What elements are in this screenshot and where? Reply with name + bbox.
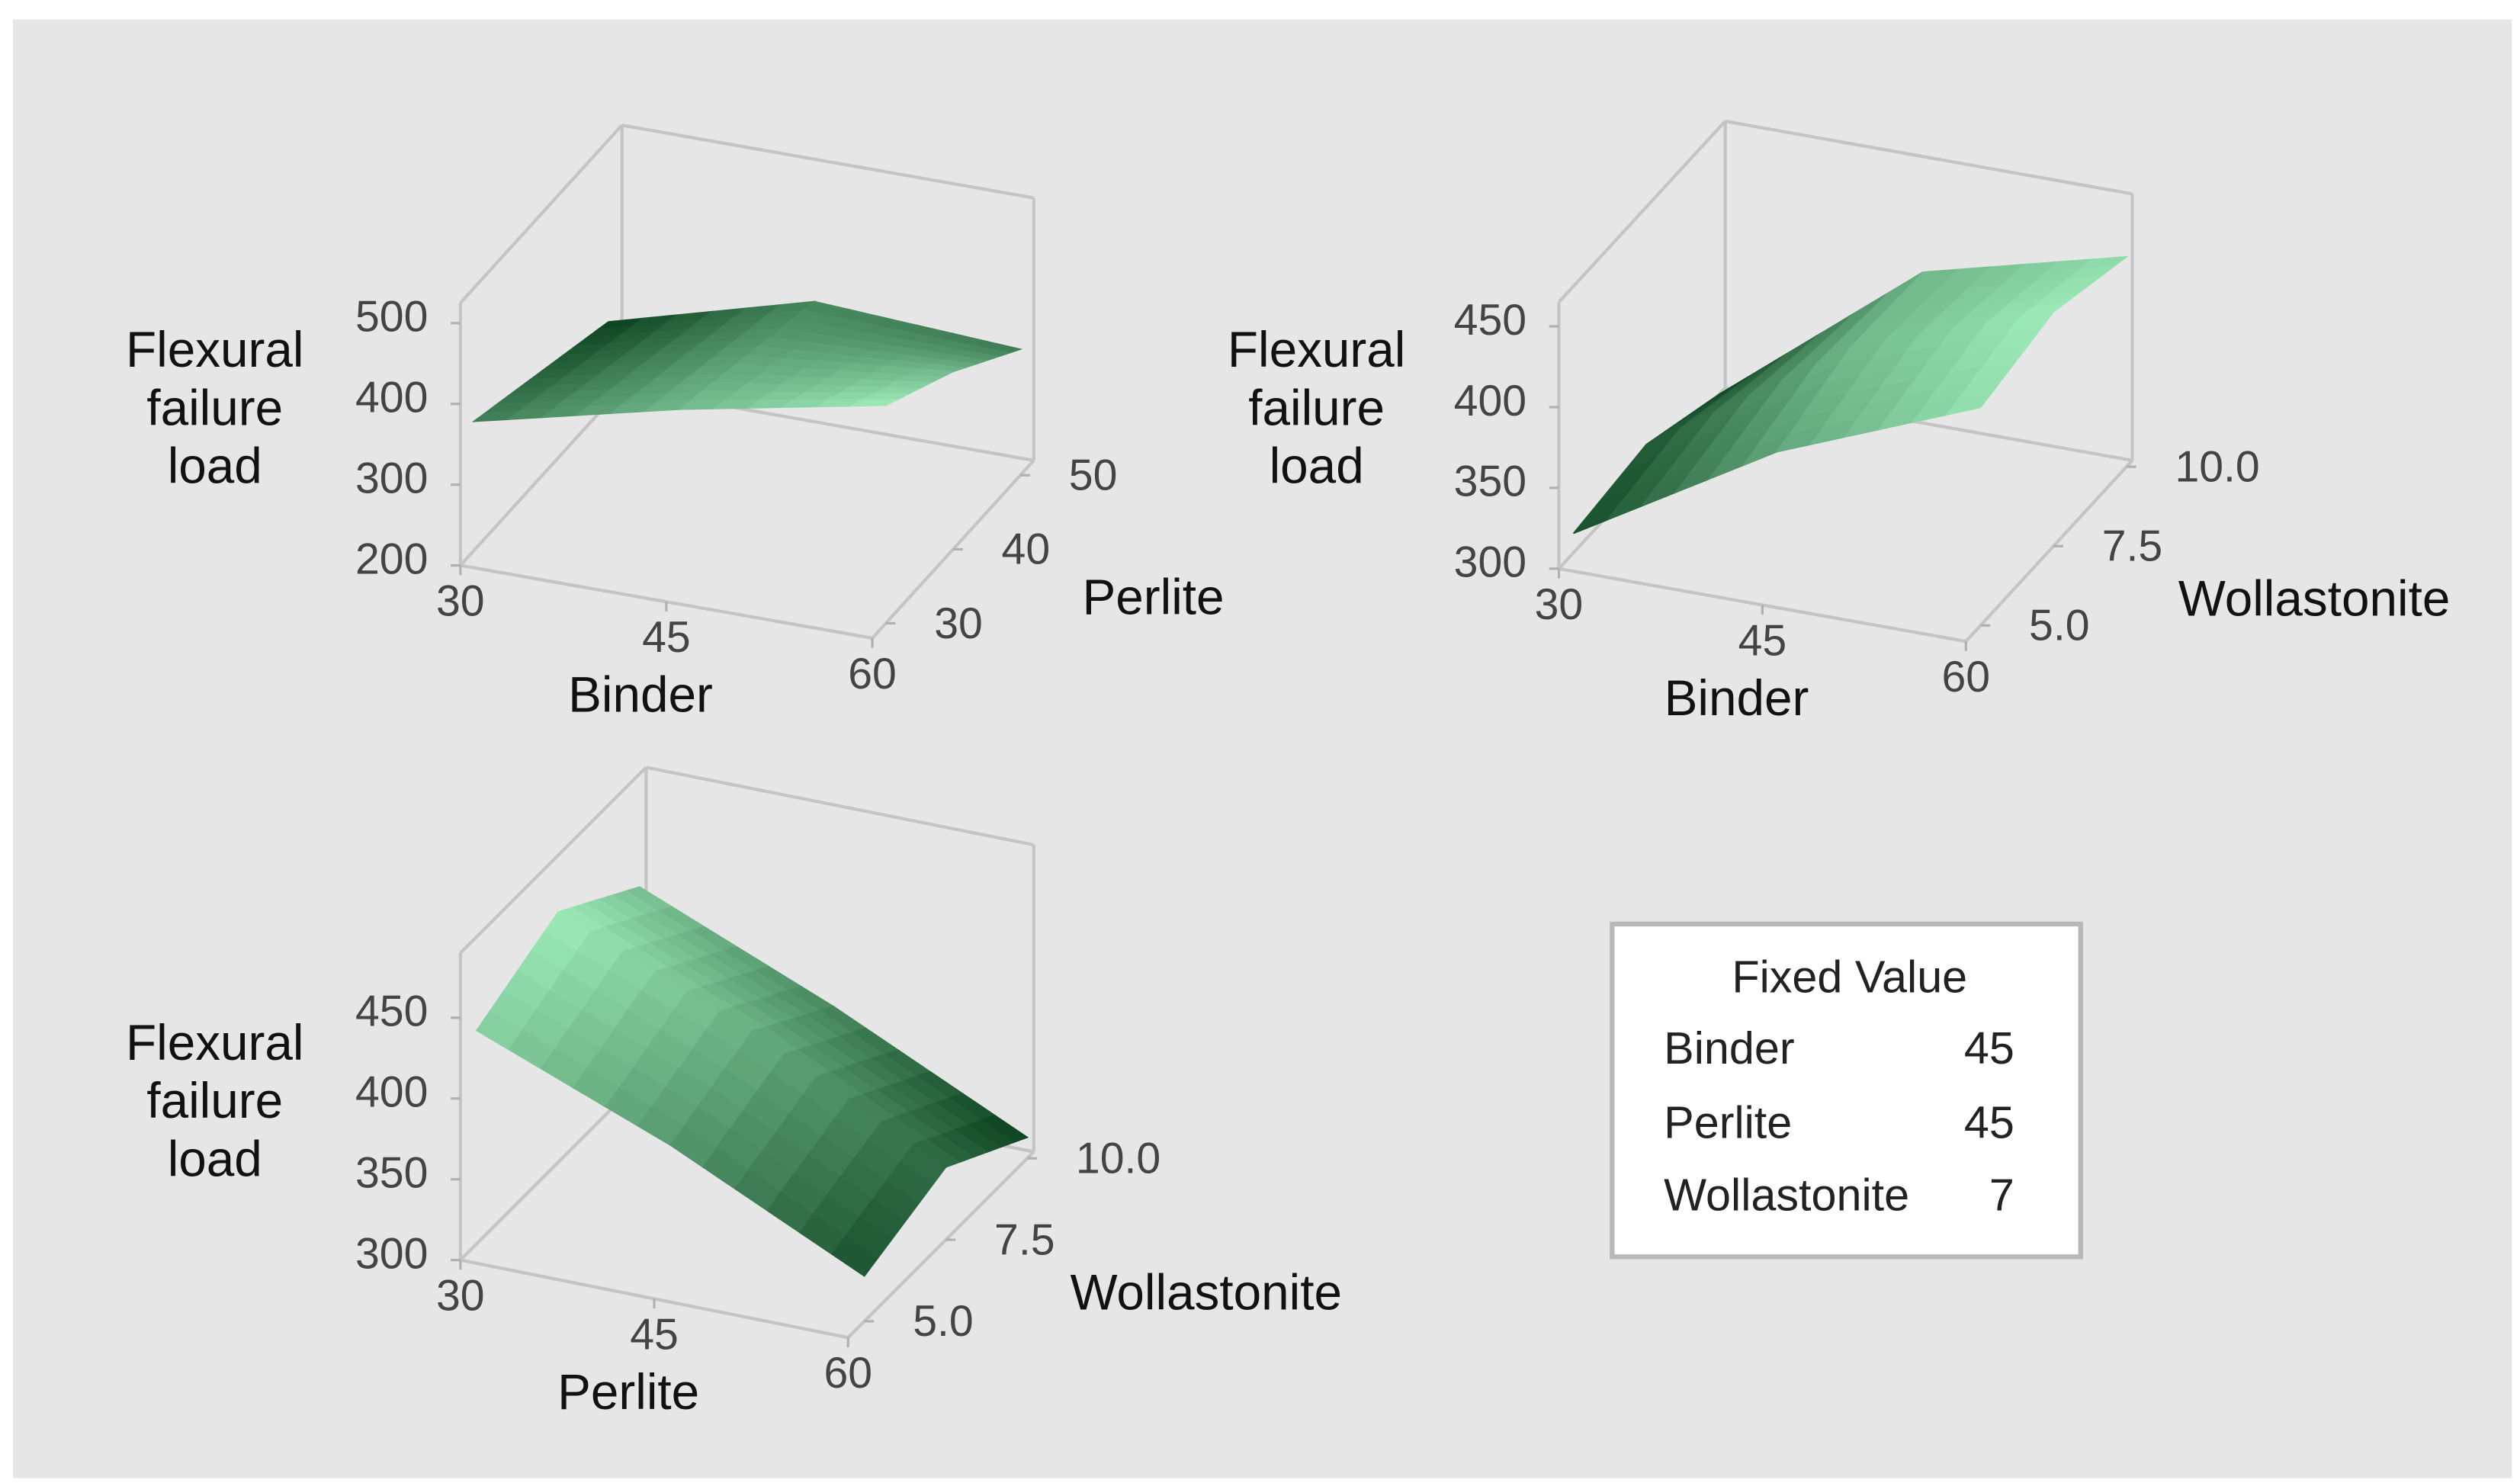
z-tick-label: 450 <box>355 987 428 1036</box>
y-tick-label: 5.0 <box>913 1297 974 1346</box>
x-tick-label: 30 <box>1535 580 1584 629</box>
box-edge <box>646 766 1035 847</box>
y-axis-label: Wollastonite <box>1071 1265 1342 1321</box>
y-tick-label: 30 <box>934 599 983 648</box>
box-edge <box>1557 120 1727 303</box>
fixed-value-name: Wollastonite <box>1664 1170 1909 1221</box>
surface <box>471 300 1023 422</box>
box-edge <box>621 124 1035 200</box>
x-axis-label: Perlite <box>557 1364 699 1420</box>
fixed-value-box: Fixed Value Binder 45 Perlite 45 Wollast… <box>1610 921 2083 1260</box>
z-tick-label: 400 <box>1454 377 1526 425</box>
fixed-value-frame <box>1610 921 2083 1260</box>
surface-patch <box>831 1234 879 1277</box>
box-edge <box>1964 459 2134 643</box>
box-edge <box>846 1151 1035 1339</box>
y-tick-label: 40 <box>1002 525 1051 574</box>
box-edge <box>459 766 647 955</box>
z-axis-label: Flexural failure load <box>1228 322 1406 494</box>
surface-patch <box>1944 390 1995 416</box>
z-tick-label: 350 <box>1454 457 1526 506</box>
x-axis-label: Binder <box>568 667 713 723</box>
surface <box>1572 255 2129 534</box>
y-tick-label: 5.0 <box>2029 602 2090 650</box>
x-axis-label: Binder <box>1664 670 1809 726</box>
x-tick-label: 45 <box>1738 616 1787 665</box>
y-tick-label: 7.5 <box>2102 522 2163 571</box>
surface-chart: 30 45 60 5.0 7.5 10.0 300 350 400 450 Perlite Wolla… <box>126 766 1342 1420</box>
z-tick-label: 200 <box>355 534 428 583</box>
y-tick-label: 50 <box>1069 451 1118 500</box>
x-tick-label: 30 <box>436 1272 485 1321</box>
surface-chart: 30 45 60 30 40 50 200 300 400 500 Binder Perlite Fle… <box>126 124 1225 723</box>
y-axis-label: Perlite <box>1082 570 1224 625</box>
surface-patch <box>851 399 897 407</box>
z-tick-label: 300 <box>1454 538 1526 587</box>
x-tick-label: 45 <box>642 613 691 662</box>
fixed-value-number: 45 <box>1964 1022 2014 1074</box>
x-tick-label: 30 <box>436 577 485 626</box>
z-tick-label: 350 <box>355 1149 428 1198</box>
z-tick-label: 450 <box>1454 296 1526 345</box>
z-tick-label: 400 <box>355 374 428 422</box>
z-axis-label: Flexural failure load <box>126 322 304 494</box>
y-tick-label: 10.0 <box>1076 1135 1160 1183</box>
x-tick-label: 60 <box>823 1349 872 1398</box>
z-tick-label: 500 <box>355 293 428 342</box>
z-tick-label: 300 <box>355 1229 428 1278</box>
fixed-value-number: 7 <box>1989 1170 2014 1221</box>
x-tick-label: 60 <box>848 650 897 698</box>
y-axis-label: Wollastonite <box>2178 571 2450 627</box>
y-tick-label: 10.0 <box>2175 443 2259 492</box>
fixed-value-title: Fixed Value <box>1732 952 1967 1003</box>
z-tick-label: 300 <box>355 454 428 503</box>
fixed-value-name: Binder <box>1664 1022 1794 1074</box>
box-edge <box>459 124 624 304</box>
z-tick-label: 400 <box>355 1068 428 1117</box>
x-tick-label: 45 <box>630 1310 679 1359</box>
fixed-value-name: Perlite <box>1664 1096 1792 1148</box>
x-tick-label: 60 <box>1942 653 1991 701</box>
surface <box>475 886 1029 1277</box>
z-axis-label: Flexural failure load <box>126 1015 304 1187</box>
box-edge <box>1725 119 2133 196</box>
y-tick-label: 7.5 <box>994 1215 1055 1264</box>
surface-chart: 30 45 60 5.07.510.0 300 350 400 450 Binder Wollas… <box>1228 119 2450 726</box>
box-edge <box>459 387 624 567</box>
fixed-value-number: 45 <box>1964 1096 2014 1148</box>
